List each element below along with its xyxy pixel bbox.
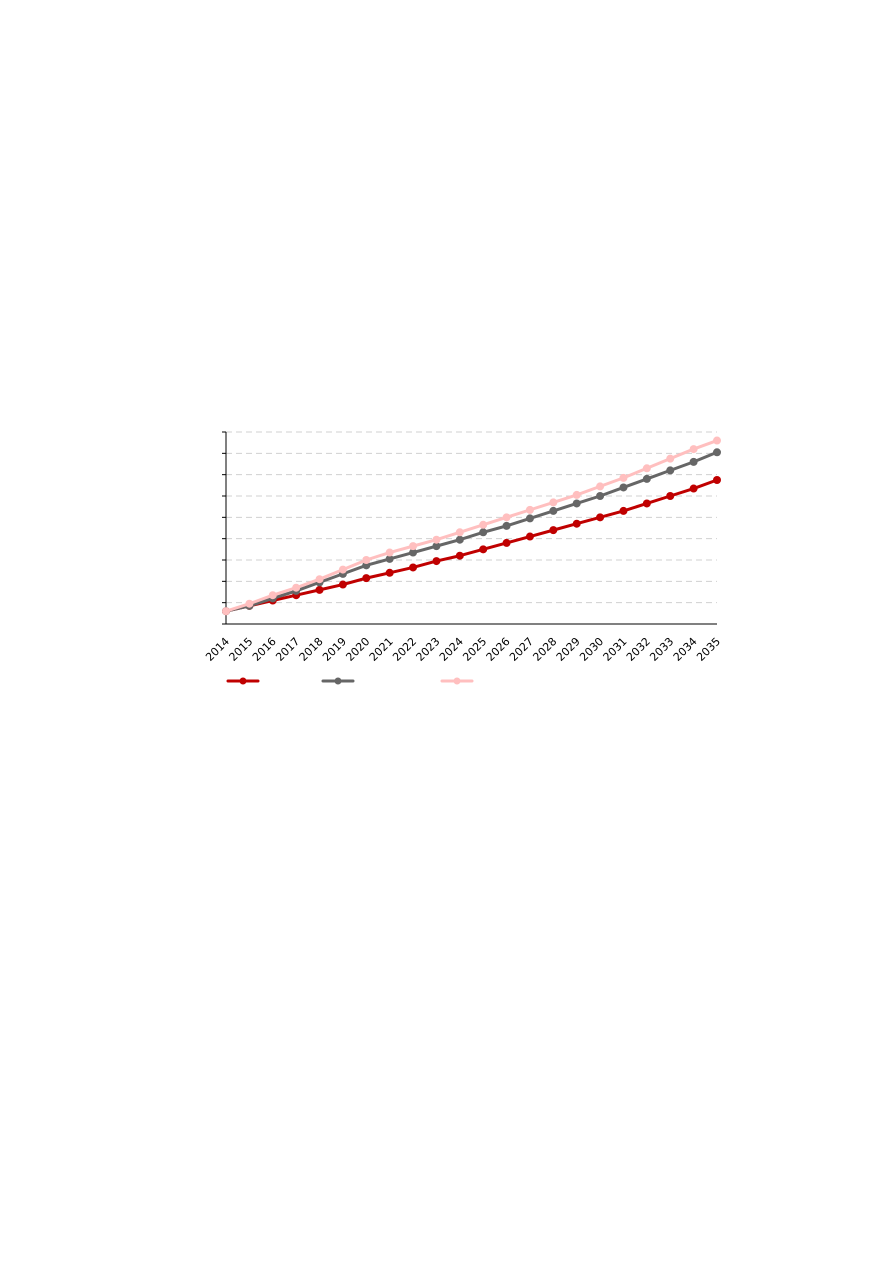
gridlines (226, 431, 717, 604)
data-point (455, 535, 464, 544)
axes (222, 431, 717, 625)
x-tick-label: 2031 (601, 635, 630, 664)
data-point (689, 445, 698, 454)
data-point (549, 506, 558, 515)
x-tick-label: 2035 (694, 635, 723, 664)
data-point (338, 580, 347, 589)
x-tick-label: 2018 (297, 635, 326, 664)
data-point (713, 448, 721, 457)
data-point (479, 520, 488, 529)
data-point (642, 499, 651, 508)
x-tick-label: 2025 (460, 635, 489, 664)
data-point (479, 528, 488, 537)
legend-entry-2 (321, 677, 355, 685)
x-tick-labels: 2014201520162017201820192020202120222023… (203, 635, 723, 664)
data-point (432, 535, 441, 544)
series-line (224, 439, 719, 613)
data-point (315, 585, 324, 594)
data-point (619, 506, 628, 515)
x-tick-label: 2014 (203, 635, 232, 664)
data-point (479, 545, 488, 554)
data-point (409, 548, 418, 557)
data-point (572, 490, 581, 499)
data-point (689, 484, 698, 493)
legend-marker (334, 677, 342, 685)
data-point (362, 556, 371, 564)
data-point (455, 551, 464, 560)
x-tick-label: 2032 (624, 635, 653, 664)
x-tick-label: 2030 (577, 635, 606, 664)
data-point (596, 482, 605, 491)
x-tick-label: 2026 (484, 635, 513, 664)
x-tick-label: 2017 (273, 635, 302, 664)
data-point (268, 591, 277, 600)
data-point (502, 538, 511, 547)
data-point (642, 474, 651, 483)
data-point (385, 548, 394, 557)
data-point (409, 563, 418, 572)
data-point (502, 513, 511, 522)
x-tick-label: 2029 (554, 635, 583, 664)
legend-marker (239, 677, 247, 685)
data-point (525, 505, 534, 514)
data-point (385, 568, 394, 577)
data-point (596, 492, 605, 500)
data-point (432, 557, 441, 566)
data-point (549, 526, 558, 535)
data-point (572, 519, 581, 528)
data-point (666, 492, 675, 500)
data-point (549, 498, 558, 507)
data-point (362, 574, 371, 583)
data-point (432, 542, 441, 551)
series-3 (222, 436, 721, 616)
x-tick-label: 2021 (367, 635, 396, 664)
legend-entry-3 (440, 677, 474, 685)
x-tick-label: 2024 (437, 635, 466, 664)
x-tick-label: 2015 (227, 635, 256, 664)
x-tick-label: 2016 (250, 635, 279, 664)
data-point (713, 476, 721, 484)
x-tick-label: 2034 (671, 635, 700, 664)
x-tick-label: 2019 (320, 635, 349, 664)
data-point (666, 454, 675, 463)
data-point (596, 513, 605, 522)
data-point (572, 499, 581, 508)
data-point (455, 528, 464, 537)
data-point (245, 599, 254, 608)
data-point (642, 464, 651, 473)
legend-entry-1 (226, 677, 260, 685)
data-point (619, 473, 628, 482)
data-point (385, 554, 394, 563)
x-tick-label: 2023 (414, 635, 443, 664)
data-point (713, 436, 721, 445)
legend-marker (453, 677, 461, 685)
x-tick-label: 2020 (343, 635, 372, 664)
series-line (224, 450, 719, 613)
series-lines (222, 436, 721, 616)
data-point (292, 583, 301, 592)
legend (226, 677, 474, 685)
data-point (409, 542, 418, 551)
data-point (502, 521, 511, 530)
data-point (689, 457, 698, 466)
x-tick-label: 2028 (530, 635, 559, 664)
x-tick-label: 2033 (647, 635, 676, 664)
x-tick-label: 2027 (507, 635, 536, 664)
data-point (315, 575, 324, 584)
x-tick-label: 2022 (390, 635, 419, 664)
data-point (525, 514, 534, 523)
data-point (222, 607, 230, 616)
data-point (619, 483, 628, 492)
series-line (224, 478, 719, 613)
data-point (338, 565, 347, 574)
data-point (666, 466, 675, 475)
data-point (525, 532, 534, 541)
